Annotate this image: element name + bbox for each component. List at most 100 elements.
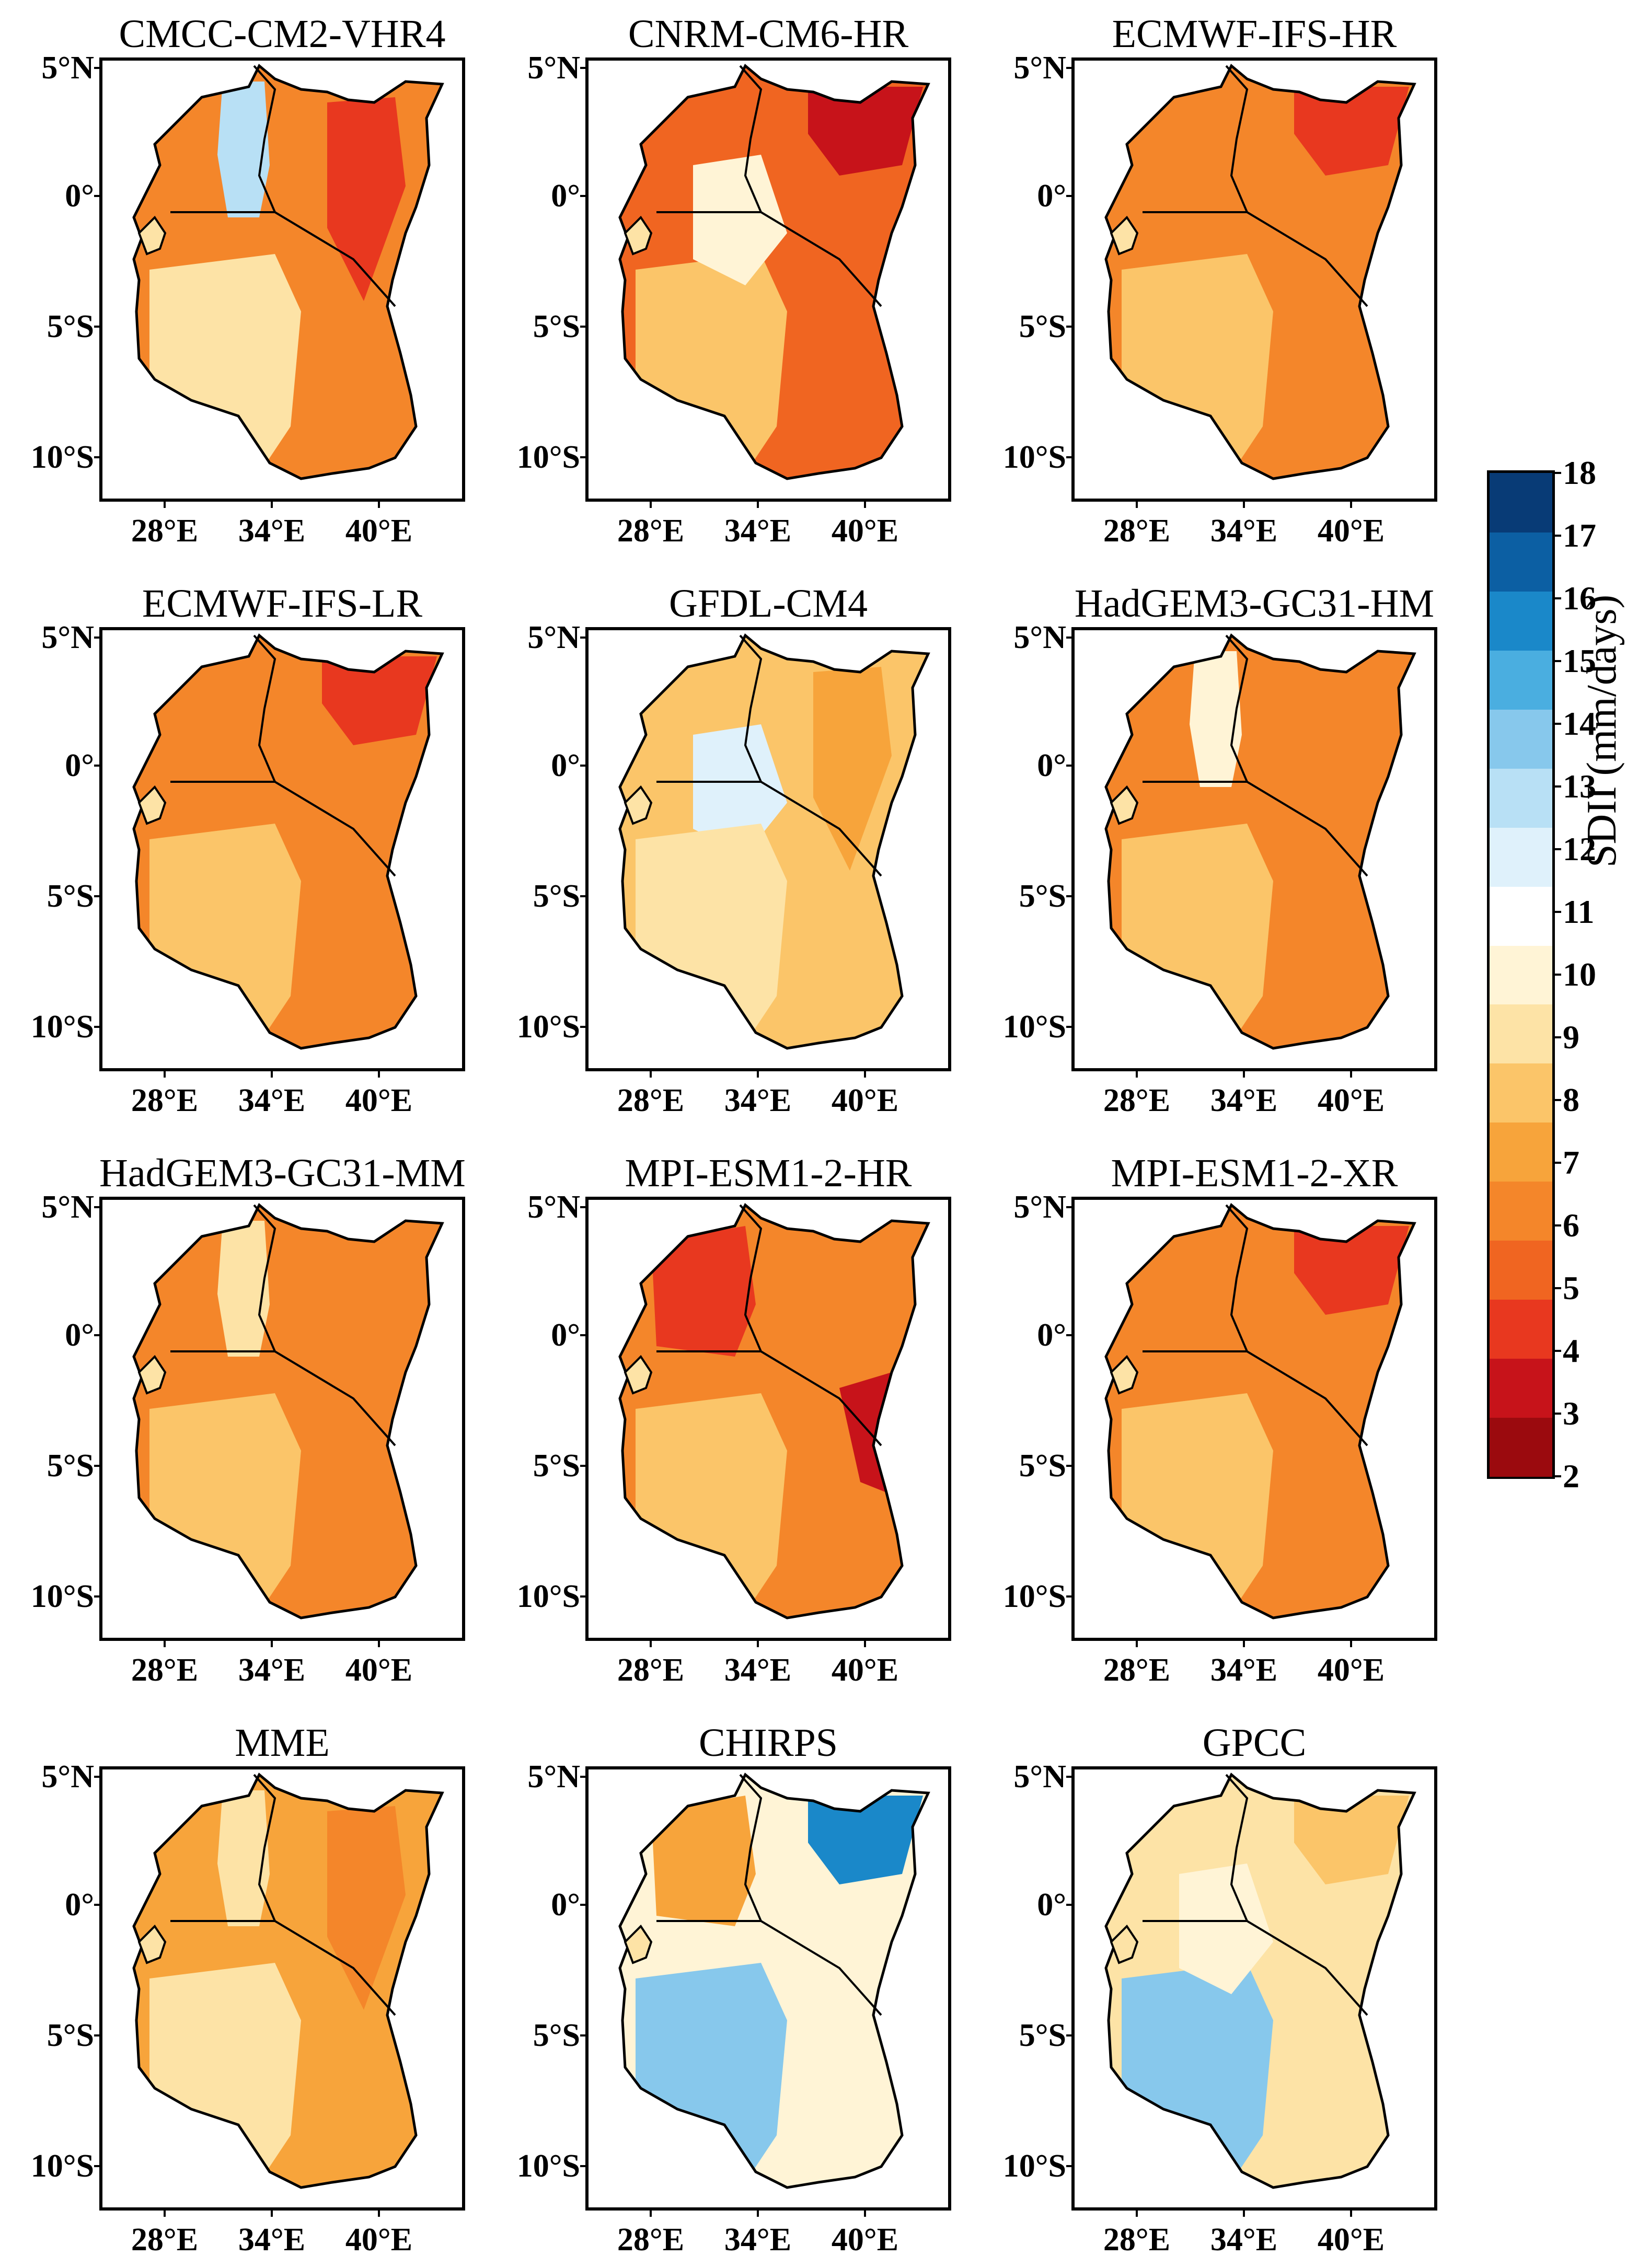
border-line <box>170 1920 396 2016</box>
colorbar-segment <box>1490 1240 1552 1300</box>
axis-tick <box>1066 765 1072 767</box>
axis-tick <box>94 637 100 639</box>
sdii-contour-region <box>149 254 301 473</box>
border-line <box>656 781 882 877</box>
border-line <box>656 211 882 307</box>
panel-title: GFDL-CM4 <box>668 582 868 626</box>
axis-tick <box>1243 1071 1245 1078</box>
border-line <box>1225 634 1249 782</box>
colorbar-segment <box>1490 1181 1552 1241</box>
colorbar <box>1487 470 1555 1479</box>
colorbar-tick-label: 5 <box>1563 1269 1579 1306</box>
latitude-label: 5°N <box>41 1189 94 1225</box>
axis-tick <box>164 1071 166 1078</box>
map-frame <box>585 1197 951 1641</box>
axis-tick <box>1066 1776 1072 1778</box>
axis-tick <box>1066 1206 1072 1208</box>
latitude-label: 0° <box>1037 1317 1066 1353</box>
longitude-label: 34°E <box>1210 1652 1278 1688</box>
panel-title: CHIRPS <box>698 1721 838 1765</box>
longitude-label: 28°E <box>1103 513 1171 549</box>
axis-tick <box>1136 2211 1138 2217</box>
longitude-label: 40°E <box>1317 513 1385 549</box>
map-panel: HadGEM3-GC31-HM 5°N 0° 5°S 10°S 28°E 34°E 40°E <box>983 580 1495 1129</box>
sdii-map <box>618 633 930 1050</box>
lake-outline <box>1110 215 1139 256</box>
colorbar-tick-label: 3 <box>1563 1395 1579 1432</box>
lake-outline <box>137 785 167 825</box>
axis-tick <box>1066 1334 1072 1336</box>
axis-tick <box>650 1071 652 1078</box>
map-frame <box>1071 57 1437 502</box>
axis-tick <box>1066 456 1072 458</box>
border-line <box>1143 211 1368 307</box>
country-outline <box>1104 1773 1416 2189</box>
border-line <box>739 1204 763 1352</box>
axis-tick <box>94 67 100 69</box>
axis-tick <box>580 765 586 767</box>
latitude-label: 5°S <box>47 309 94 344</box>
map-panel: GPCC 5°N 0° 5°S 10°S 28°E 34°E 40°E <box>983 1719 1495 2268</box>
colorbar-tick <box>1555 911 1561 913</box>
sdii-contour-region <box>1122 1963 1273 2182</box>
axis-tick <box>1066 637 1072 639</box>
axis-tick <box>757 1071 759 1078</box>
axis-tick <box>864 1071 866 1078</box>
colorbar-tick <box>1555 1224 1561 1226</box>
colorbar-tick <box>1555 785 1561 788</box>
axis-tick <box>94 2034 100 2036</box>
axis-tick <box>580 1595 586 1598</box>
axis-tick <box>1066 326 1072 328</box>
colorbar-tick <box>1555 1036 1561 1038</box>
sdii-contour-region <box>636 824 787 1043</box>
sdii-map <box>618 1203 930 1619</box>
sdii-map <box>132 64 444 480</box>
latitude-label: 5°S <box>47 878 94 914</box>
latitude-label: 10°S <box>1002 1579 1066 1614</box>
longitude-label: 34°E <box>238 2222 306 2258</box>
colorbar-segment <box>1490 768 1552 828</box>
longitude-label: 40°E <box>1317 1652 1385 1688</box>
longitude-label: 40°E <box>831 513 899 549</box>
latitude-label: 10°S <box>1002 2148 1066 2184</box>
axis-tick <box>378 2211 380 2217</box>
map-panel: MPI-ESM1-2-XR 5°N 0° 5°S 10°S 28°E 34°E 40°E <box>983 1150 1495 1698</box>
colorbar-segment <box>1490 1004 1552 1064</box>
axis-tick <box>1136 1071 1138 1078</box>
map-frame <box>585 57 951 502</box>
axis-tick <box>1136 1641 1138 1647</box>
axis-tick <box>164 2211 166 2217</box>
axis-tick <box>580 456 586 458</box>
sdii-contour-region <box>693 724 787 855</box>
axis-tick <box>580 195 586 197</box>
panel-title: MME <box>235 1721 330 1765</box>
colorbar-tick <box>1555 1413 1561 1415</box>
map-frame <box>1071 1197 1437 1641</box>
panel-title: HadGEM3-GC31-MM <box>99 1151 466 1195</box>
colorbar-segment <box>1490 531 1552 592</box>
lake-outline <box>137 1924 167 1964</box>
border-line <box>1143 1350 1368 1447</box>
colorbar-tick-label: 15 <box>1563 642 1596 679</box>
axis-tick <box>378 1071 380 1078</box>
map-panel: CMCC-CM2-VHR4 5°N 0° 5°S 10°S 28°E 34°E 40°E <box>10 10 523 559</box>
axis-tick <box>1350 1071 1352 1078</box>
axis-tick <box>94 326 100 328</box>
sdii-contour-region <box>149 1963 301 2182</box>
country-outline <box>1104 64 1416 480</box>
latitude-label: 10°S <box>1002 1009 1066 1045</box>
axis-tick <box>1243 502 1245 508</box>
country-outline <box>618 1203 930 1619</box>
longitude-label: 28°E <box>131 1652 199 1688</box>
axis-tick <box>1066 195 1072 197</box>
axis-tick <box>580 2034 586 2036</box>
longitude-label: 40°E <box>345 1652 413 1688</box>
colorbar-segment <box>1490 886 1552 946</box>
sdii-contour-region <box>217 82 270 217</box>
border-line <box>656 1920 882 2016</box>
latitude-label: 10°S <box>30 1009 94 1045</box>
axis-tick <box>271 1641 273 1647</box>
sdii-contour-region <box>1179 1864 1273 1994</box>
longitude-label: 34°E <box>1210 1083 1278 1118</box>
axis-tick <box>1066 1904 1072 1906</box>
